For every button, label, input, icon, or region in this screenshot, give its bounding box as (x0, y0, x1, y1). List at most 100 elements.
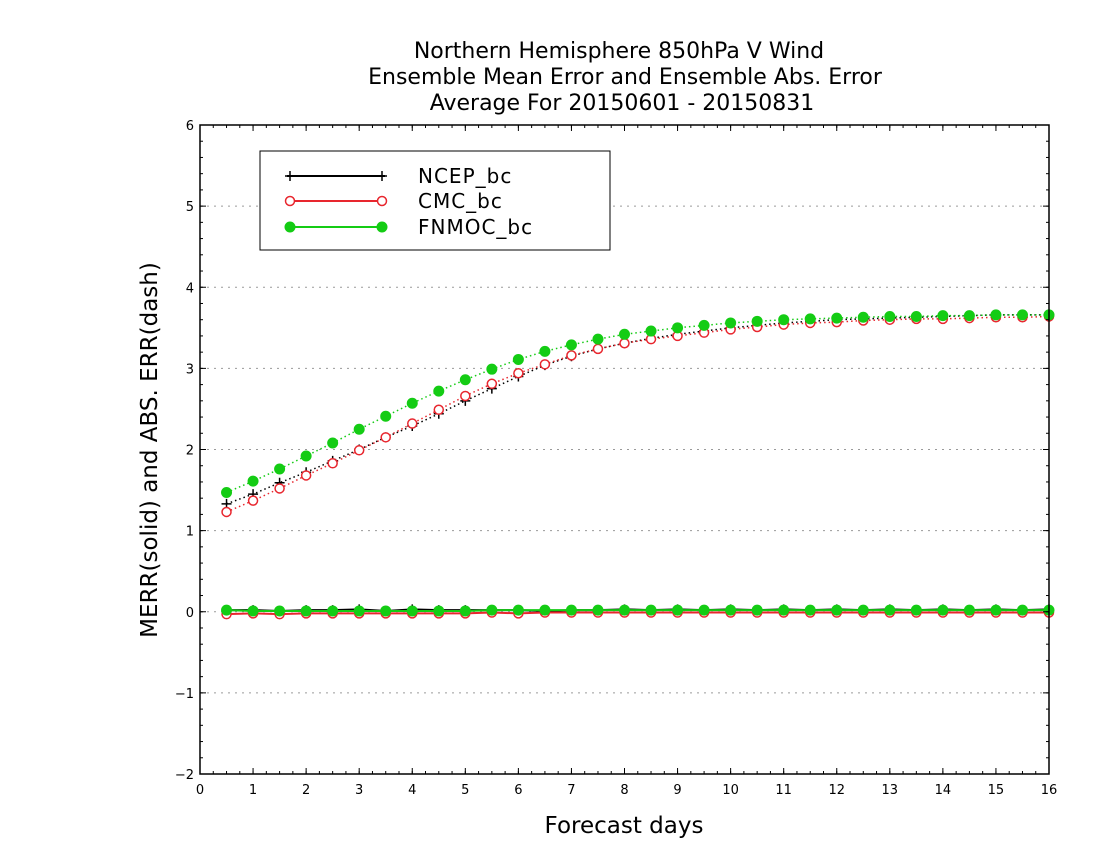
x-tick-label: 2 (302, 783, 310, 798)
chart-title-line-3: Average For 20150601 - 20150831 (430, 91, 815, 116)
mean-error-line (226, 611, 1049, 616)
data-point (539, 345, 551, 357)
abs-error-line (226, 315, 1050, 513)
data-point (353, 423, 365, 435)
x-tick-label: 4 (408, 783, 416, 798)
data-point (284, 195, 296, 207)
x-tick-label: 5 (461, 783, 469, 798)
data-point (804, 604, 816, 616)
data-point (300, 470, 312, 481)
x-tick-label: 7 (567, 783, 575, 798)
x-tick-label: 3 (355, 783, 363, 798)
x-tick-label: 6 (514, 783, 522, 798)
data-point (910, 604, 922, 616)
series-ncep_bc (226, 314, 1050, 612)
chart-title-line-2: Ensemble Mean Error and Ensemble Abs. Er… (368, 65, 883, 90)
data-point (619, 328, 630, 340)
data-point (376, 221, 388, 233)
data-point (300, 450, 312, 462)
data-point (725, 317, 737, 329)
data-point (592, 343, 604, 355)
data-point (725, 604, 737, 616)
data-point (592, 333, 604, 345)
data-point (459, 605, 471, 617)
data-point (486, 604, 498, 616)
x-tick-label: 0 (196, 783, 204, 798)
y-tick-label: −2 (175, 768, 194, 783)
data-point (539, 604, 551, 616)
data-point (645, 325, 657, 337)
x-tick-label: 1 (249, 783, 257, 798)
data-point (376, 195, 388, 207)
data-point (406, 605, 418, 617)
legend-item-fnmoc_bc: FNMOC_bc (284, 215, 533, 239)
data-point (645, 604, 657, 616)
markers-fnmoc_bc (221, 309, 1055, 617)
legend-label: NCEP_bc (418, 164, 512, 188)
data-point (937, 604, 949, 616)
data-point (353, 605, 365, 617)
data-point (284, 221, 296, 233)
y-axis: −2 −1 0 1 2 3 4 5 6 (175, 119, 1049, 783)
data-point (221, 506, 232, 518)
chart-title-line-1: Northern Hemisphere 850hPa V Wind (414, 39, 824, 64)
y-tick-label: 4 (186, 281, 194, 296)
data-point (512, 353, 524, 365)
data-point (566, 350, 577, 361)
data-point (512, 604, 524, 616)
legend-label: CMC_bc (418, 189, 503, 213)
data-point (831, 604, 843, 616)
data-point (619, 604, 630, 616)
data-point (910, 310, 922, 322)
data-point (778, 314, 790, 326)
markers-ncep_bc (221, 309, 1054, 616)
data-point (831, 312, 843, 324)
data-point (460, 390, 471, 402)
data-point (672, 322, 684, 334)
series-fnmoc_bc (226, 314, 1049, 612)
data-point (937, 310, 949, 322)
data-point (380, 410, 392, 422)
data-point (433, 605, 445, 617)
legend-label: FNMOC_bc (418, 215, 533, 239)
data-point (380, 605, 392, 617)
y-tick-label: 1 (186, 525, 194, 540)
data-point (539, 359, 551, 370)
data-point (274, 463, 286, 475)
legend-item-ncep_bc: NCEP_bc (285, 164, 512, 188)
legend-item-cmc_bc: CMC_bc (284, 189, 503, 213)
y-tick-label: 0 (186, 606, 194, 621)
grid-lines (200, 205, 1049, 694)
data-point (619, 337, 630, 349)
x-tick-label: 11 (775, 783, 792, 798)
series-layer (221, 309, 1055, 620)
data-point (274, 483, 285, 494)
data-point (1016, 604, 1028, 616)
data-point (486, 378, 498, 390)
data-point (406, 397, 418, 409)
data-point (221, 486, 233, 498)
data-point (565, 339, 577, 351)
data-point (963, 310, 975, 322)
data-point (380, 432, 391, 443)
data-point (247, 605, 259, 617)
x-axis: 0 1 2 3 4 5 6 7 8 9 10 11 12 13 14 15 16 (196, 125, 1057, 798)
y-tick-label: 6 (186, 119, 194, 134)
data-point (353, 445, 365, 456)
mean-error-line (226, 609, 1049, 612)
data-point (565, 604, 577, 616)
data-point (884, 310, 896, 322)
x-tick-label: 14 (935, 783, 952, 798)
data-point (990, 309, 1002, 321)
data-point (990, 604, 1002, 616)
x-tick-label: 15 (988, 783, 1005, 798)
data-point (327, 458, 338, 469)
data-point (300, 605, 312, 617)
data-point (433, 404, 445, 415)
data-point (751, 604, 763, 616)
x-tick-label: 16 (1041, 783, 1058, 798)
chart-title: Northern Hemisphere 850hPa V Wind Ensemb… (368, 39, 883, 116)
data-point (857, 311, 869, 323)
x-axis-label: Forecast days (545, 813, 704, 839)
